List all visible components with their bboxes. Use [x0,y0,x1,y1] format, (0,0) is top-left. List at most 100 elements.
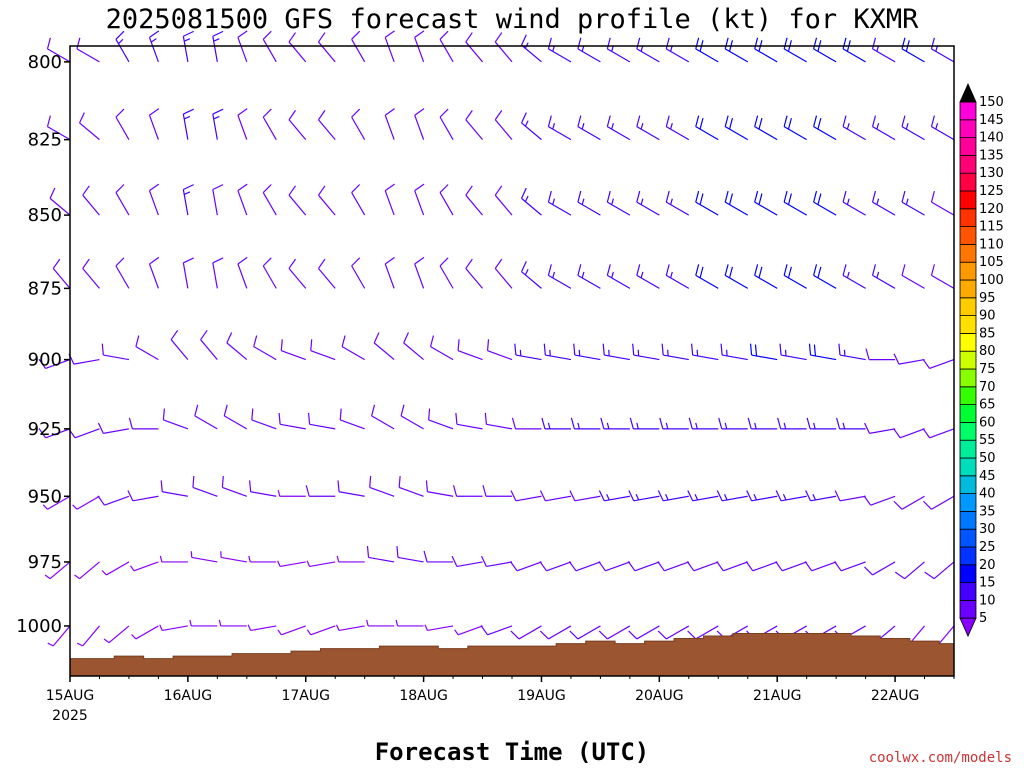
wind-barb-flag [511,417,517,430]
wind-barb-flag [262,257,272,267]
wind-barb [602,343,630,361]
wind-barb-flag [842,37,847,50]
wind-barb-flag [38,358,47,369]
wind-barb-staff [351,39,366,63]
wind-barb [924,561,955,580]
wind-barb-flag [901,264,906,276]
credit-link[interactable]: coolwx.com/models [869,750,1012,766]
wind-barb-flag [237,256,248,265]
wind-barb [813,264,837,289]
wind-barb-staff [722,495,748,502]
wind-barb-staff [548,48,572,63]
wind-barb-staff [636,201,660,216]
wind-barb [457,339,483,361]
wind-barb-staff [752,561,778,572]
wind-barb [237,183,248,216]
wind-barb-staff [465,268,483,289]
wind-barb-flag [657,561,665,572]
wind-barb [384,183,395,216]
colorbar-label: 65 [979,398,996,413]
wind-barb-flag [657,630,667,640]
wind-barb-flag [317,258,326,269]
wind-barb-flag [665,264,670,276]
wind-barb-flag [699,266,704,279]
wind-barb-staff [931,126,955,141]
wind-barb-staff [545,495,572,502]
wind-barb-staff [692,354,719,361]
wind-barb [901,115,925,141]
wind-barb [341,335,365,361]
wind-barb-staff [487,350,513,361]
wind-barb-flag [606,190,611,203]
wind-barb-staff [783,126,807,141]
wind-barb-flag [452,485,458,497]
wind-barb-staff [901,274,925,289]
wind-barb-flag [930,264,935,276]
wind-barb-staff [783,201,807,216]
wind-barb-flag [317,110,326,121]
wind-barb-staff [929,428,955,439]
colorbar-segment [959,546,977,566]
wind-barb-staff [310,625,336,636]
wind-barb-flag [665,190,670,203]
wind-barb [190,551,218,563]
wind-barb-staff [695,126,719,141]
wind-barb [400,404,424,430]
wind-barb-flag [577,190,582,203]
wind-barb [482,485,512,497]
wind-barb-flag [728,266,734,279]
wind-barb-staff [82,194,100,216]
wind-barb [628,625,660,640]
wind-barb-staff [901,495,925,510]
wind-barb-half-flag [247,624,252,631]
wind-barb-half-flag [213,38,220,42]
wind-barb [223,404,248,430]
wind-barb [865,348,896,361]
wind-barb-flag [716,490,723,502]
wind-barb [248,555,277,563]
wind-barb-flag [49,187,56,199]
wind-barb-flag [249,480,252,492]
wind-barb-staff [200,339,218,360]
wind-barb-half-flag [306,560,311,567]
wind-barb [494,110,513,141]
wind-barb-flag [79,112,85,124]
wind-barb-staff [754,201,778,216]
wind-barb-staff [338,491,365,497]
wind-barb-staff [250,625,277,632]
wind-barb-half-flag [159,624,163,631]
wind-barb [749,343,778,361]
wind-barb [894,561,925,580]
wind-barb-flag [745,561,754,572]
wind-barb-flag [547,37,552,50]
wind-barb-flag [128,417,133,430]
wind-barb-flag [864,566,873,576]
colorbar-label: 75 [979,362,996,377]
wind-barb-staff [521,122,542,141]
x-tick-year-label: 2025 [52,708,88,724]
wind-barb-flag [687,490,694,502]
wind-barb-flag [600,417,605,430]
wind-barb-staff [148,190,159,216]
wind-barb [547,115,572,141]
colorbar-label: 85 [979,326,996,341]
wind-barb-flag [288,258,297,269]
wind-barb [192,475,218,497]
wind-barb-half-flag [905,123,909,130]
wind-barb-flag [439,108,449,118]
wind-barb [922,428,955,439]
wind-barb-half-flag [101,570,107,576]
wind-barb [253,335,277,361]
wind-barb-staff [577,126,601,141]
colorbar-segment [959,261,977,281]
wind-barb [451,555,483,568]
wind-barb-flag [317,32,326,43]
wind-barb-flag [724,190,729,203]
colorbar-label: 45 [979,469,996,484]
wind-barb-staff [724,274,749,289]
wind-barb [288,110,307,141]
wind-barb-flag [351,184,361,194]
wind-barb [429,335,454,361]
wind-barb [403,332,424,361]
colorbar-label: 55 [979,433,996,448]
